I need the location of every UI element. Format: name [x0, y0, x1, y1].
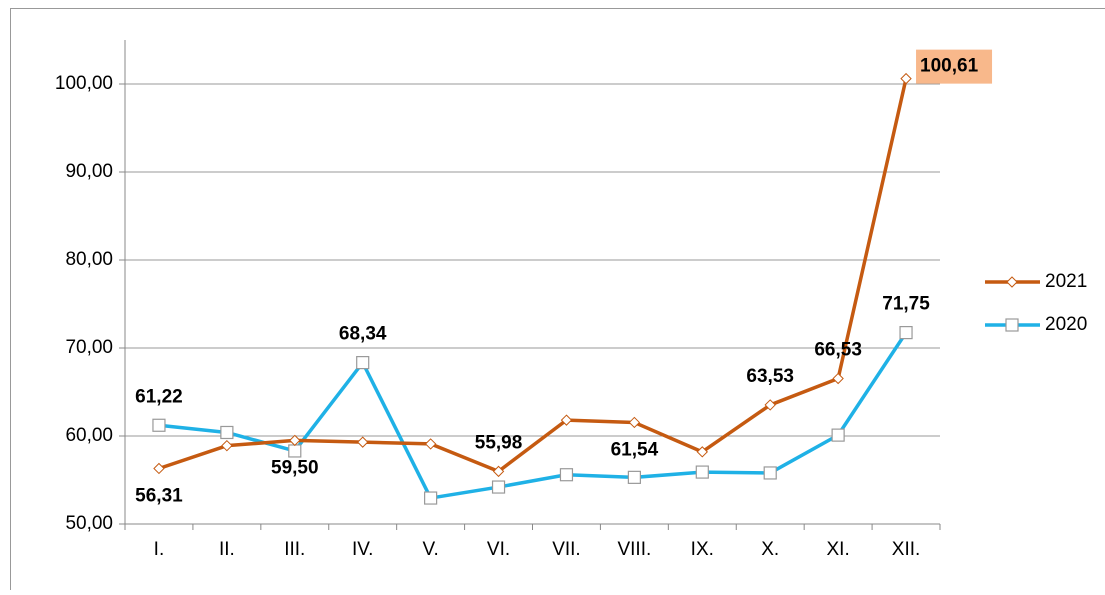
- marker: [425, 492, 437, 504]
- legend-label: 2020: [1045, 314, 1087, 335]
- y-tick-label: 70,00: [65, 337, 113, 358]
- x-tick-label: XII.: [892, 539, 921, 560]
- marker: [764, 467, 776, 479]
- x-tick-label: III.: [284, 539, 305, 560]
- marker: [153, 419, 165, 431]
- marker: [493, 481, 505, 493]
- data-label: 59,50: [271, 457, 319, 478]
- x-tick-label: IX.: [691, 539, 714, 560]
- marker: [900, 327, 912, 339]
- data-label: 55,98: [475, 432, 523, 453]
- x-tick-label: I.: [154, 539, 165, 560]
- x-tick-label: VIII.: [617, 539, 651, 560]
- marker: [357, 357, 369, 369]
- marker: [696, 466, 708, 478]
- data-label: 71,75: [882, 294, 930, 315]
- marker: [1006, 319, 1018, 331]
- data-label: 61,54: [611, 439, 659, 460]
- x-tick-label: VI.: [487, 539, 510, 560]
- data-label: 68,34: [339, 324, 387, 345]
- marker: [832, 429, 844, 441]
- data-label: 63,53: [746, 366, 794, 387]
- x-tick-label: VII.: [552, 539, 581, 560]
- marker: [628, 471, 640, 483]
- marker: [560, 469, 572, 481]
- x-tick-label: X.: [761, 539, 779, 560]
- data-label: 66,53: [814, 340, 862, 361]
- marker: [289, 445, 301, 457]
- y-tick-label: 50,00: [65, 513, 113, 534]
- y-tick-label: 90,00: [65, 161, 113, 182]
- x-tick-label: II.: [219, 539, 235, 560]
- y-tick-label: 100,00: [55, 73, 113, 94]
- data-label: 100,61: [920, 56, 979, 77]
- x-tick-label: IV.: [352, 539, 374, 560]
- marker: [221, 426, 233, 438]
- x-tick-label: XI.: [827, 539, 850, 560]
- y-tick-label: 80,00: [65, 249, 113, 270]
- y-tick-label: 60,00: [65, 425, 113, 446]
- x-tick-label: V.: [423, 539, 439, 560]
- legend-label: 2021: [1045, 271, 1087, 292]
- data-label: 61,22: [135, 386, 183, 407]
- data-label: 56,31: [135, 485, 183, 506]
